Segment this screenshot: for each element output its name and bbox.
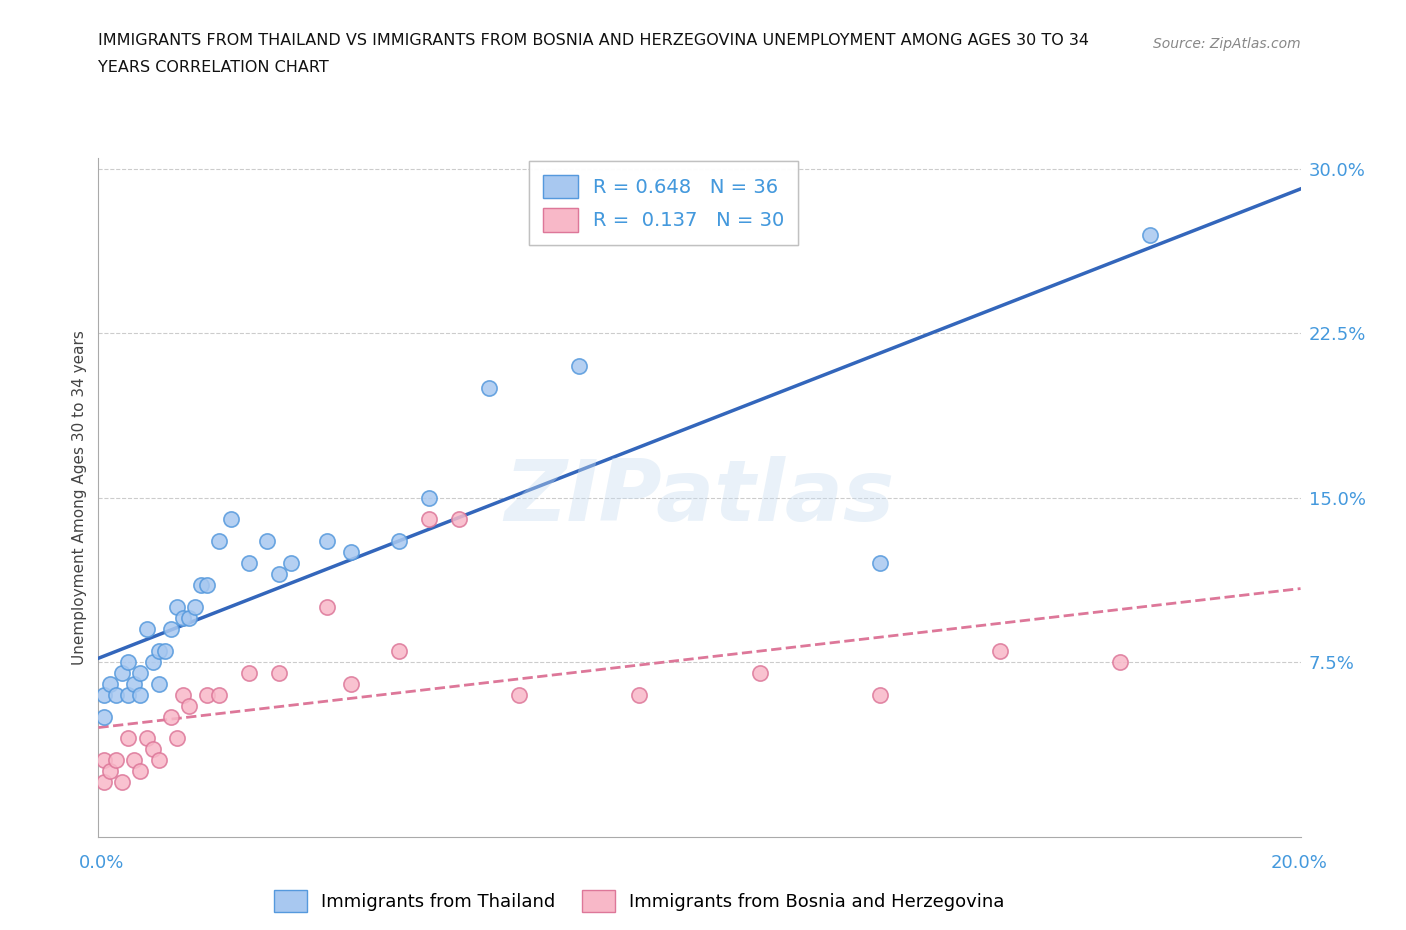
Point	[93, 687, 115, 702]
Point	[447, 512, 470, 527]
Point	[988, 644, 1011, 658]
Legend: R = 0.648   N = 36, R =  0.137   N = 30: R = 0.648 N = 36, R = 0.137 N = 30	[529, 161, 799, 246]
Point	[388, 644, 411, 658]
Point	[148, 644, 170, 658]
Point	[219, 512, 242, 527]
Point	[418, 512, 440, 527]
Point	[172, 611, 194, 626]
Point	[100, 676, 122, 691]
Point	[105, 753, 128, 768]
Point	[111, 665, 134, 680]
Text: 20.0%: 20.0%	[1271, 854, 1327, 872]
Text: 0.0%: 0.0%	[79, 854, 124, 872]
Point	[418, 490, 440, 505]
Point	[148, 753, 170, 768]
Point	[93, 709, 115, 724]
Point	[190, 578, 212, 592]
Point	[141, 655, 163, 670]
Text: ZIPatlas: ZIPatlas	[505, 456, 894, 539]
Point	[177, 698, 200, 713]
Point	[340, 545, 363, 560]
Y-axis label: Unemployment Among Ages 30 to 34 years: Unemployment Among Ages 30 to 34 years	[72, 330, 87, 665]
Point	[208, 534, 231, 549]
Point	[129, 764, 152, 778]
Point	[111, 775, 134, 790]
Text: YEARS CORRELATION CHART: YEARS CORRELATION CHART	[98, 60, 329, 75]
Point	[195, 578, 218, 592]
Text: IMMIGRANTS FROM THAILAND VS IMMIGRANTS FROM BOSNIA AND HERZEGOVINA UNEMPLOYMENT : IMMIGRANTS FROM THAILAND VS IMMIGRANTS F…	[98, 33, 1090, 47]
Point	[478, 380, 501, 395]
Point	[166, 600, 188, 615]
Point	[93, 775, 115, 790]
Point	[267, 665, 290, 680]
Point	[388, 534, 411, 549]
Point	[159, 621, 181, 636]
Point	[340, 676, 363, 691]
Point	[183, 600, 205, 615]
Point	[105, 687, 128, 702]
Point	[315, 534, 337, 549]
Point	[628, 687, 651, 702]
Point	[135, 621, 157, 636]
Point	[1109, 655, 1132, 670]
Point	[135, 731, 157, 746]
Point	[153, 644, 176, 658]
Point	[238, 665, 260, 680]
Point	[117, 731, 139, 746]
Point	[124, 676, 146, 691]
Point	[117, 655, 139, 670]
Point	[256, 534, 278, 549]
Point	[129, 665, 152, 680]
Point	[238, 556, 260, 571]
Point	[869, 556, 891, 571]
Point	[124, 753, 146, 768]
Point	[148, 676, 170, 691]
Point	[267, 566, 290, 581]
Point	[869, 687, 891, 702]
Point	[315, 600, 337, 615]
Point	[177, 611, 200, 626]
Point	[748, 665, 770, 680]
Point	[568, 359, 591, 374]
Point	[172, 687, 194, 702]
Point	[208, 687, 231, 702]
Point	[195, 687, 218, 702]
Point	[100, 764, 122, 778]
Point	[117, 687, 139, 702]
Point	[166, 731, 188, 746]
Point	[508, 687, 530, 702]
Point	[93, 753, 115, 768]
Point	[280, 556, 302, 571]
Point	[129, 687, 152, 702]
Text: Source: ZipAtlas.com: Source: ZipAtlas.com	[1153, 37, 1301, 51]
Point	[141, 742, 163, 757]
Point	[1139, 227, 1161, 242]
Point	[159, 709, 181, 724]
